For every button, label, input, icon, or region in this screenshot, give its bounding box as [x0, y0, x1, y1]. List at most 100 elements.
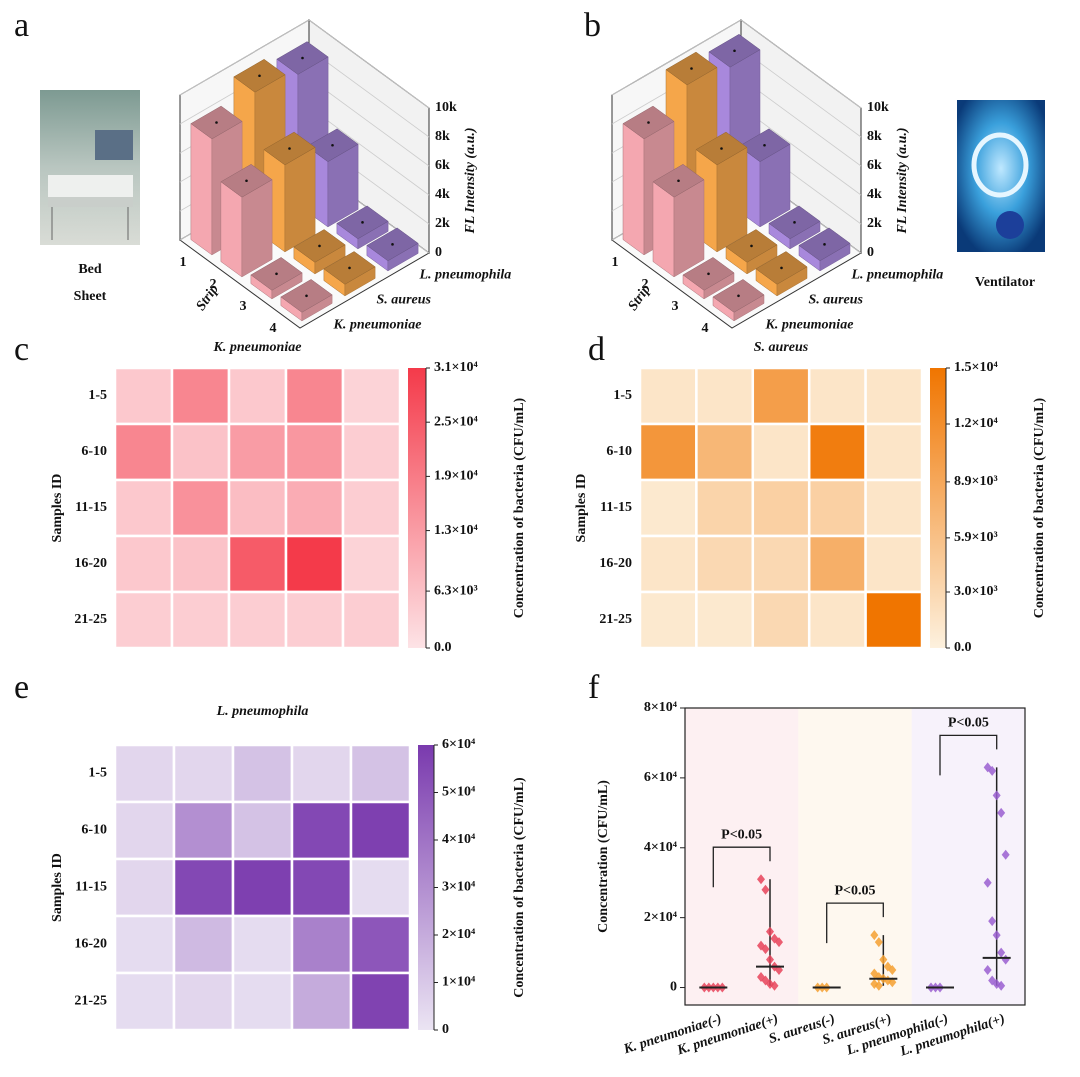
y-axis-label: Samples ID — [50, 853, 65, 922]
y-axis-label: Samples ID — [50, 474, 65, 543]
heatmap-cell — [695, 478, 755, 538]
data-point — [1001, 849, 1010, 860]
data-point — [761, 944, 770, 955]
data-point — [874, 937, 883, 948]
bar — [366, 227, 419, 272]
bar-dot — [737, 294, 740, 298]
bar — [682, 257, 735, 300]
heatmap-cell — [638, 534, 698, 594]
heatmap-cell — [751, 422, 811, 482]
heatmap-cell — [227, 534, 288, 594]
colorbar — [418, 745, 434, 1030]
y-tick-label: 8×10⁴ — [644, 700, 678, 715]
data-point — [761, 884, 770, 895]
data-point — [888, 965, 897, 976]
bar — [725, 229, 778, 275]
data-point — [997, 807, 1006, 818]
heatmap-cell — [864, 478, 924, 538]
heatmap-cell — [231, 857, 294, 918]
heatmap-cell — [751, 366, 811, 426]
bar-dot — [258, 74, 261, 78]
colorbar-tick-label: 1.9×10⁴ — [434, 469, 478, 484]
heatmap-cell — [807, 534, 867, 594]
panel-label: a — [14, 7, 29, 44]
colorbar-label: Concentration of bacteria (CFU/mL) — [1032, 397, 1047, 618]
bar-dot — [707, 272, 710, 276]
bar-dot — [331, 143, 334, 147]
image-label: Sheet — [74, 289, 107, 304]
x-axis-label: Strip — [194, 282, 222, 314]
heatmap-cell — [231, 800, 294, 861]
x-tick-label: 1 — [612, 255, 619, 270]
bar — [768, 205, 821, 250]
heatmap-cell — [751, 478, 811, 538]
bar-dot — [763, 143, 766, 147]
heatmap-cell — [284, 422, 345, 482]
data-point — [997, 947, 1006, 958]
colorbar-tick-label: 3.0×10³ — [954, 584, 998, 599]
heatmap-cell — [695, 590, 755, 650]
colorbar — [930, 368, 946, 648]
series-label: L. pneumophila — [419, 268, 512, 283]
z-tick-label: 4k — [867, 187, 882, 202]
bar-side — [716, 146, 748, 253]
heatmap-cell — [695, 534, 755, 594]
bar-dot — [305, 294, 308, 298]
y-tick-label: 6×10⁴ — [644, 770, 678, 785]
row-label: 11-15 — [600, 500, 632, 515]
row-label: 1-5 — [613, 388, 632, 403]
heatmap-cell — [638, 478, 698, 538]
bar-dot — [677, 179, 680, 183]
z-tick-label: 10k — [435, 100, 457, 115]
heatmap-cell — [349, 857, 412, 918]
heatmap-cell — [170, 366, 231, 426]
heatmap-cell — [638, 590, 698, 650]
row-label: 1-5 — [88, 766, 107, 781]
bar-dot — [245, 179, 248, 183]
data-point — [983, 965, 992, 976]
group-background — [798, 708, 912, 1005]
heatmap-cell — [695, 422, 755, 482]
x-tick-label: 3 — [240, 299, 247, 314]
data-point — [988, 916, 997, 927]
bar — [798, 227, 851, 272]
bar-dot — [215, 121, 218, 124]
bar — [293, 229, 346, 275]
row-label: 21-25 — [599, 612, 632, 627]
z-tick-label: 0 — [435, 245, 442, 260]
z-tick-label: 10k — [867, 100, 889, 115]
y-axis-label: Concentration (CFU/mL) — [596, 780, 611, 933]
heatmap-cell — [113, 800, 176, 861]
image-label: Ventilator — [975, 275, 1035, 290]
bar-dot — [793, 221, 796, 224]
colorbar-tick-label: 0.0 — [954, 640, 972, 655]
heatmap-cell — [113, 534, 174, 594]
bar — [220, 164, 273, 278]
z-axis-label: FL Intensity (a.u.) — [895, 127, 910, 234]
bar-dot — [780, 266, 783, 270]
heatmap-cell — [172, 857, 235, 918]
panel-label: e — [14, 669, 29, 706]
colorbar-tick-label: 3×10⁴ — [442, 880, 476, 895]
z-tick-label: 0 — [867, 245, 874, 260]
heatmap-cell — [227, 366, 288, 426]
bar-dot — [823, 243, 826, 246]
grid-line — [179, 19, 430, 109]
heatmap-cell — [284, 366, 345, 426]
bar-dot — [647, 121, 650, 124]
colorbar-tick-label: 8.9×10³ — [954, 474, 998, 489]
z-tick-label: 2k — [867, 216, 882, 231]
z-tick-label: 4k — [435, 187, 450, 202]
row-label: 11-15 — [75, 880, 107, 895]
heatmap-cell — [284, 590, 345, 650]
z-tick-label: 6k — [435, 158, 450, 173]
z-tick-label: 6k — [867, 158, 882, 173]
heatmap-cell — [807, 422, 867, 482]
heatmap-cell — [172, 800, 235, 861]
heatmap-cell — [349, 914, 412, 975]
heatmap-cell — [638, 422, 698, 482]
grid-line — [611, 19, 862, 109]
bar-front — [652, 181, 675, 278]
heatmap-cell — [807, 590, 867, 650]
heatmap-cell — [113, 971, 176, 1032]
